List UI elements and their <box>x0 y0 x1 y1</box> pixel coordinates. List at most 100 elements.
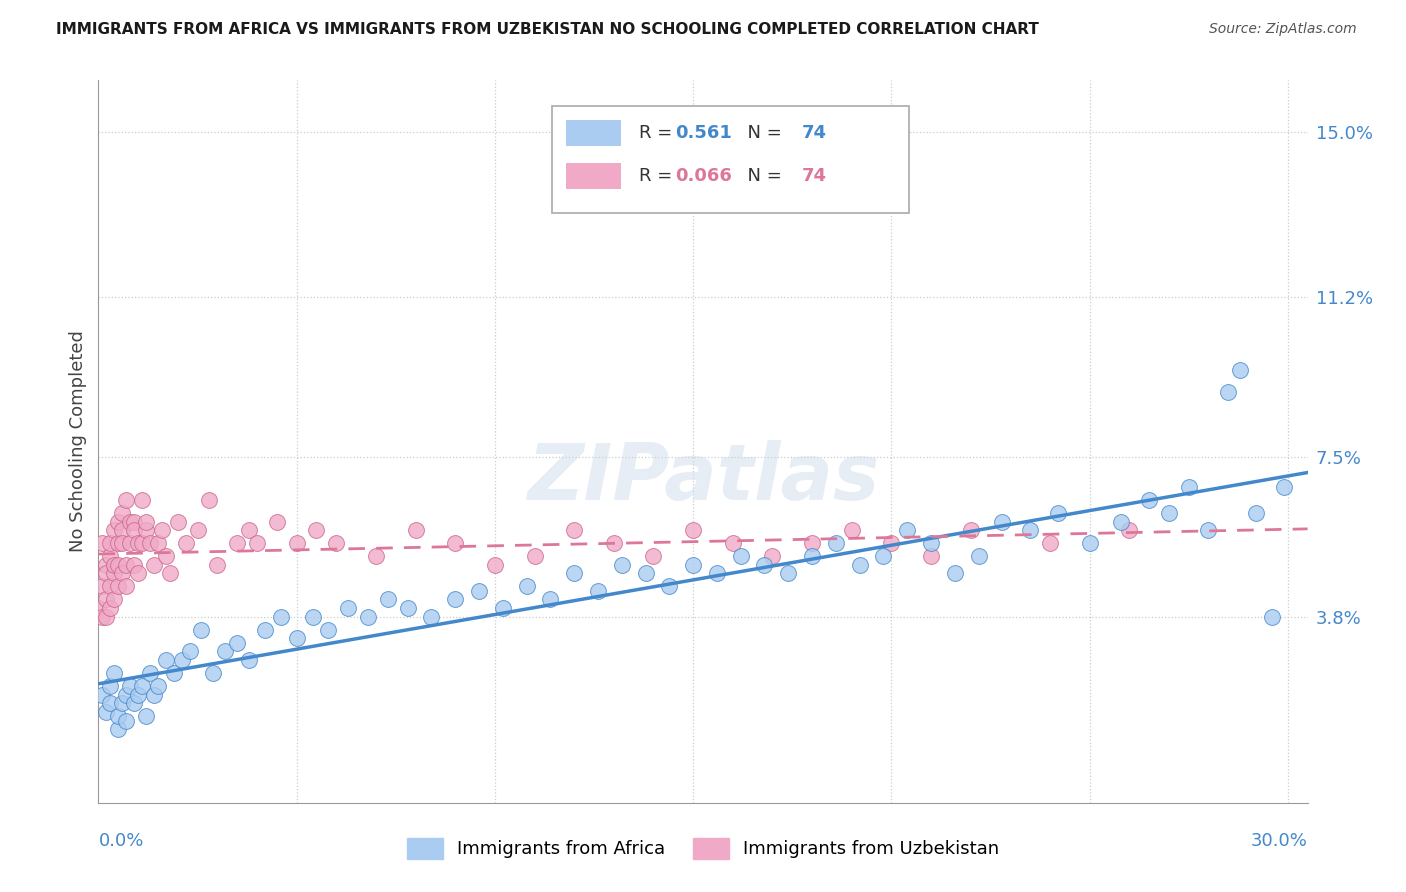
Point <box>111 506 134 520</box>
Point <box>96 609 118 624</box>
Point <box>991 515 1014 529</box>
Point <box>131 492 153 507</box>
Point <box>103 566 125 581</box>
Point <box>142 688 165 702</box>
Point <box>1046 506 1069 520</box>
Point <box>318 623 340 637</box>
Point <box>135 709 157 723</box>
Text: 0.561: 0.561 <box>675 124 733 142</box>
Point <box>562 566 585 581</box>
Point <box>603 536 626 550</box>
Point <box>801 549 824 564</box>
Point <box>896 523 918 537</box>
Text: N =: N = <box>735 124 787 142</box>
Point <box>115 558 138 572</box>
Point <box>761 549 783 564</box>
Point <box>163 665 186 680</box>
Point <box>107 709 129 723</box>
Point <box>337 601 360 615</box>
FancyBboxPatch shape <box>567 120 621 146</box>
Point <box>1244 506 1267 520</box>
Point <box>1198 523 1220 537</box>
Point <box>174 536 197 550</box>
Point <box>96 558 118 572</box>
Point <box>91 688 114 702</box>
Text: N =: N = <box>735 168 787 186</box>
Point <box>301 609 323 624</box>
Text: IMMIGRANTS FROM AFRICA VS IMMIGRANTS FROM UZBEKISTAN NO SCHOOLING COMPLETED CORR: IMMIGRANTS FROM AFRICA VS IMMIGRANTS FRO… <box>56 22 1039 37</box>
Point <box>91 609 114 624</box>
Text: Source: ZipAtlas.com: Source: ZipAtlas.com <box>1209 22 1357 37</box>
Point <box>120 679 142 693</box>
Point <box>198 492 221 507</box>
Point <box>801 536 824 550</box>
Point <box>122 523 145 537</box>
Point <box>1261 609 1284 624</box>
Point <box>848 558 870 572</box>
Point <box>122 558 145 572</box>
Point <box>226 536 249 550</box>
Point <box>107 536 129 550</box>
Point <box>238 523 260 537</box>
Point <box>538 592 561 607</box>
Point <box>87 601 110 615</box>
Point <box>1109 515 1132 529</box>
Point <box>150 523 173 537</box>
Y-axis label: No Schooling Completed: No Schooling Completed <box>69 331 87 552</box>
Point <box>920 536 942 550</box>
Point <box>643 549 665 564</box>
Point <box>111 566 134 581</box>
Point <box>98 536 121 550</box>
Point <box>682 523 704 537</box>
Point <box>131 536 153 550</box>
Point <box>91 536 114 550</box>
Text: 0.066: 0.066 <box>675 168 733 186</box>
Point <box>103 558 125 572</box>
Point <box>91 579 114 593</box>
Point <box>364 549 387 564</box>
Point <box>246 536 269 550</box>
Text: 0.0%: 0.0% <box>98 831 143 850</box>
FancyBboxPatch shape <box>567 163 621 189</box>
Text: R =: R = <box>638 168 678 186</box>
Point <box>920 549 942 564</box>
Point <box>96 566 118 581</box>
Point <box>202 665 225 680</box>
Point <box>444 536 467 550</box>
Point <box>107 558 129 572</box>
Point <box>778 566 800 581</box>
Point <box>135 515 157 529</box>
Point <box>1177 480 1199 494</box>
Point <box>325 536 347 550</box>
Point <box>405 523 427 537</box>
Point <box>139 665 162 680</box>
Text: 30.0%: 30.0% <box>1251 831 1308 850</box>
Point <box>253 623 276 637</box>
Point <box>96 592 118 607</box>
Point <box>396 601 419 615</box>
Point <box>96 705 118 719</box>
Point <box>516 579 538 593</box>
Point <box>377 592 399 607</box>
Point <box>1157 506 1180 520</box>
Point <box>159 566 181 581</box>
Point <box>730 549 752 564</box>
Legend: Immigrants from Africa, Immigrants from Uzbekistan: Immigrants from Africa, Immigrants from … <box>399 830 1007 866</box>
Point <box>841 523 863 537</box>
Point <box>107 723 129 737</box>
Point <box>155 549 177 564</box>
Point <box>959 523 981 537</box>
Point <box>111 536 134 550</box>
Point <box>562 523 585 537</box>
Point <box>103 665 125 680</box>
Point <box>155 653 177 667</box>
Point <box>111 523 134 537</box>
Point <box>1229 363 1251 377</box>
Point <box>122 696 145 710</box>
Point <box>170 653 193 667</box>
Point <box>238 653 260 667</box>
Point <box>179 644 201 658</box>
Point <box>146 536 169 550</box>
FancyBboxPatch shape <box>551 105 908 212</box>
Point <box>1137 492 1160 507</box>
